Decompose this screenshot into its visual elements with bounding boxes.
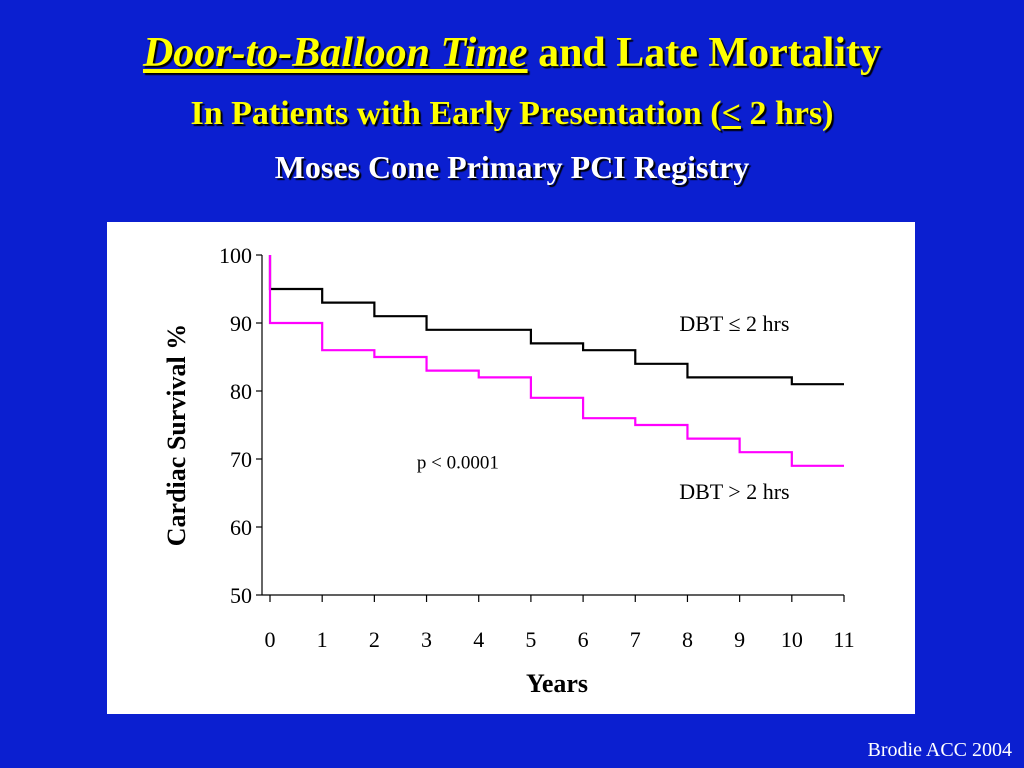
- slide-subtitle: In Patients with Early Presentation (< 2…: [0, 92, 1024, 136]
- y-tick-label: 80: [230, 379, 252, 404]
- series-label-2: DBT > 2 hrs: [679, 479, 789, 504]
- x-tick-label: 5: [525, 627, 536, 652]
- chart-panel: 50 60 70 80 90 100 0 1 2 3 4 5 6 7 8 9 10 11 Years Cardiac …: [107, 222, 915, 714]
- x-tick-label: 6: [578, 627, 589, 652]
- y-axis-title: Cardiac Survival %: [162, 324, 191, 546]
- x-tick-label: 0: [265, 627, 276, 652]
- citation-credit: Brodie ACC 2004: [867, 739, 1012, 761]
- series-label-1: DBT ≤ 2 hrs: [679, 311, 789, 336]
- subtitle-pre: In Patients with Early Presentation (: [190, 95, 722, 132]
- series-line-2: [268, 255, 844, 467]
- subtitle-symbol: <: [721, 95, 741, 132]
- survival-chart: 50 60 70 80 90 100 0 1 2 3 4 5 6 7 8 9 10 11 Years Cardiac …: [162, 243, 855, 698]
- y-tick-label: 90: [230, 311, 252, 336]
- y-tick-label: 70: [230, 447, 252, 472]
- x-tick-label: 7: [630, 627, 641, 652]
- x-tick-label: 3: [421, 627, 432, 652]
- slide-title: Door-to-Balloon Time and Late Mortality: [0, 26, 1024, 80]
- registry-name: Moses Cone Primary PCI Registry: [274, 149, 750, 185]
- title-rest: and Late Mortality: [527, 30, 882, 76]
- x-tick-label: 2: [369, 627, 380, 652]
- p-value-annotation: p < 0.0001: [417, 452, 499, 473]
- y-tick-label: 50: [230, 583, 252, 608]
- y-tick-label: 100: [219, 243, 252, 268]
- y-tick-label: 60: [230, 515, 252, 540]
- x-tick-label: 4: [473, 627, 484, 652]
- x-tick-label: 9: [734, 627, 745, 652]
- x-tick-label: 8: [682, 627, 693, 652]
- subtitle-post: 2 hrs): [740, 95, 834, 132]
- title-emphasis: Door-to-Balloon Time: [142, 30, 528, 76]
- x-tick-label: 11: [833, 627, 854, 652]
- x-axis-title: Years: [526, 669, 588, 698]
- x-tick-label: 10: [781, 627, 803, 652]
- series-line-1: [268, 255, 844, 386]
- x-tick-label: 1: [317, 627, 328, 652]
